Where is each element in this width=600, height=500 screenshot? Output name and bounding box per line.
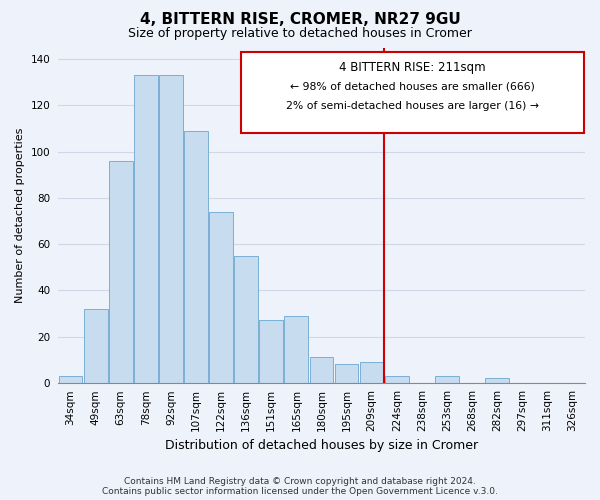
Bar [109, 161, 133, 383]
Text: Size of property relative to detached houses in Cromer: Size of property relative to detached ho… [128, 28, 472, 40]
Bar [335, 364, 358, 383]
Text: 4 BITTERN RISE: 211sqm: 4 BITTERN RISE: 211sqm [339, 60, 486, 74]
Bar [209, 212, 233, 383]
Text: Contains public sector information licensed under the Open Government Licence v.: Contains public sector information licen… [102, 487, 498, 496]
Bar [435, 376, 459, 383]
Bar [259, 320, 283, 383]
Bar [159, 75, 183, 383]
Bar [385, 376, 409, 383]
Text: 2% of semi-detached houses are larger (16) →: 2% of semi-detached houses are larger (1… [286, 102, 539, 112]
Text: ← 98% of detached houses are smaller (666): ← 98% of detached houses are smaller (66… [290, 82, 535, 92]
Bar [310, 358, 334, 383]
Text: Contains HM Land Registry data © Crown copyright and database right 2024.: Contains HM Land Registry data © Crown c… [124, 477, 476, 486]
Bar [83, 309, 107, 383]
Bar [284, 316, 308, 383]
Bar [59, 376, 82, 383]
Bar [234, 256, 258, 383]
Bar [360, 362, 383, 383]
X-axis label: Distribution of detached houses by size in Cromer: Distribution of detached houses by size … [165, 440, 478, 452]
Text: 4, BITTERN RISE, CROMER, NR27 9GU: 4, BITTERN RISE, CROMER, NR27 9GU [140, 12, 460, 28]
Bar [134, 75, 158, 383]
Y-axis label: Number of detached properties: Number of detached properties [15, 128, 25, 303]
Bar [241, 52, 584, 133]
Bar [485, 378, 509, 383]
Bar [184, 130, 208, 383]
